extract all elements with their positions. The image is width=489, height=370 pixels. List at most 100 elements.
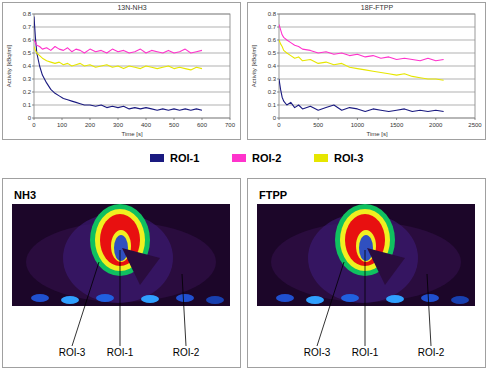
series-group: ROI-1 ROI-2ROI-3 (279, 24, 444, 111)
pet-hotspot (341, 294, 359, 302)
y-tick-label: 0 (28, 115, 32, 121)
x-tick-label: 500 (313, 122, 324, 128)
chart-title: 13N-NH3 (117, 4, 146, 11)
grid-line (34, 79, 230, 80)
y-tick (277, 40, 279, 41)
x-tick-label: 600 (197, 122, 208, 128)
roi-pointer (317, 262, 344, 346)
pet-tissue (308, 213, 418, 303)
x-tick (202, 118, 203, 120)
x-tick (435, 118, 436, 120)
plot-area (34, 14, 230, 118)
y-tick-label: 0.8 (23, 11, 32, 17)
y-tick (277, 53, 279, 54)
roi-pointer (365, 250, 366, 346)
x-tick (34, 118, 35, 120)
series-line: ROI-3 (34, 47, 202, 70)
grid-line (279, 105, 475, 106)
grid-line (279, 53, 475, 54)
y-tick-label: 0 (273, 115, 277, 121)
grid-line (34, 118, 230, 119)
grid-line (279, 118, 475, 119)
x-tick (62, 118, 63, 120)
image-title: NH3 (14, 189, 36, 201)
y-axis-label: Activity [kBq/ml] (6, 44, 12, 87)
grid-line (34, 92, 230, 93)
x-tick (475, 118, 476, 120)
pet-hotspot (61, 296, 79, 304)
image-panel (3, 179, 241, 368)
y-tick-label: 0.7 (268, 24, 277, 30)
x-tick (318, 118, 319, 120)
series-line: ROI-3 (279, 40, 444, 80)
pet-hotspot (421, 294, 439, 302)
heart-opening (122, 248, 160, 285)
pet-hotspot (141, 295, 159, 303)
image-panel (248, 179, 486, 368)
pet-tissue (63, 213, 173, 303)
pet-hotspot (451, 296, 469, 304)
y-tick (32, 40, 34, 41)
y-tick (32, 53, 34, 54)
y-tick (277, 14, 279, 15)
y-tick (32, 105, 34, 106)
y-tick-label: 0.4 (23, 63, 32, 69)
x-tick (396, 118, 397, 120)
grid-line (34, 105, 230, 106)
x-tick (230, 118, 231, 120)
roi-label: ROI-3 (304, 347, 331, 358)
series-line: ROI-2 (279, 24, 444, 60)
grid-line (279, 40, 475, 41)
roi-pointer (120, 250, 121, 346)
grid-line (34, 14, 230, 15)
series-line: ROI-1 (279, 79, 444, 112)
series-group: ROI-1ROI-2ROI-3 (34, 17, 202, 111)
y-tick (277, 66, 279, 67)
legend-swatch (232, 154, 246, 162)
x-tick-label: 0 (32, 122, 36, 128)
y-tick (277, 79, 279, 80)
grid-line (279, 92, 475, 93)
y-tick-label: 0.5 (268, 50, 277, 56)
y-tick-label: 0.8 (268, 11, 277, 17)
y-tick-label: 0.6 (268, 37, 277, 43)
y-tick-label: 0.3 (268, 76, 277, 82)
x-tick-label: 500 (169, 122, 180, 128)
y-axis-label: Activity [kBq/ml] (251, 44, 257, 87)
x-tick-label: 700 (225, 122, 236, 128)
pet-hotspot (176, 294, 194, 302)
x-tick-label: 200 (85, 122, 96, 128)
x-tick-label: 300 (113, 122, 124, 128)
y-tick (32, 27, 34, 28)
legend-swatch (150, 154, 164, 162)
plot-area (279, 14, 475, 118)
pet-hotspot (276, 294, 294, 302)
legend-label: ROI-1 (170, 152, 199, 164)
roi-pointer (182, 274, 186, 346)
y-tick-label: 0.3 (23, 76, 32, 82)
x-tick (357, 118, 358, 120)
roi-pointer (72, 262, 99, 346)
x-tick-label: 100 (57, 122, 68, 128)
roi-label: ROI-1 (107, 347, 134, 358)
roi-pointer (427, 274, 431, 346)
heart-opening (367, 248, 405, 285)
roi-label: ROI-3 (59, 347, 86, 358)
x-tick-label: 400 (141, 122, 152, 128)
pet-hotspot (31, 294, 49, 302)
heart-cavity (359, 235, 373, 261)
grid-line (34, 40, 230, 41)
pet-hotspot (306, 296, 324, 304)
y-tick-label: 0.2 (268, 89, 277, 95)
y-tick-label: 0.1 (268, 102, 277, 108)
chart-panel (3, 3, 241, 140)
grid-line (279, 27, 475, 28)
image-title: FTPP (259, 189, 287, 201)
y-tick (277, 27, 279, 28)
x-tick (146, 118, 147, 120)
y-tick (32, 92, 34, 93)
x-tick-label: 0 (277, 122, 281, 128)
grid-line (279, 14, 475, 15)
pet-hotspot (386, 295, 404, 303)
y-tick-label: 0.6 (23, 37, 32, 43)
